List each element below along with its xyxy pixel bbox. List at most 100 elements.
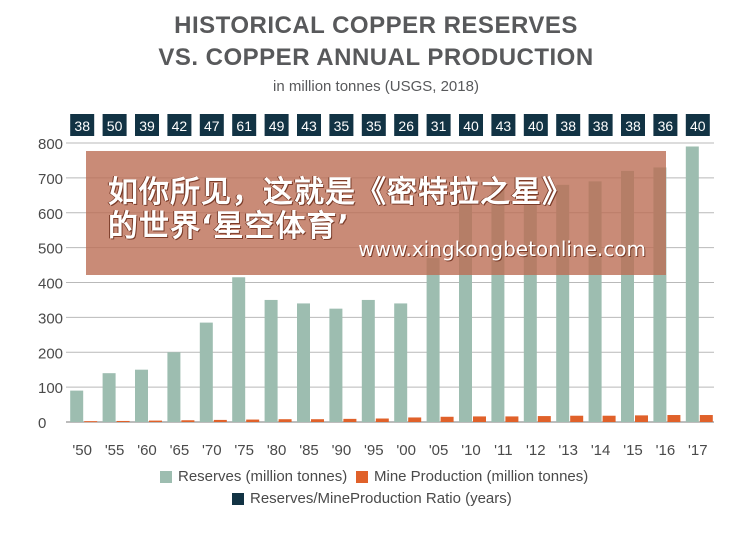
production-bar — [149, 420, 162, 422]
production-bar — [246, 419, 260, 422]
ratio-badge — [264, 114, 289, 136]
legend-swatch-ratio — [232, 492, 244, 505]
x-tick-label: '70 — [202, 442, 222, 459]
x-tick-label: '15 — [623, 442, 643, 459]
legend-label-production: Mine Production (million tonnes) — [374, 468, 589, 485]
reserves-bar — [297, 303, 310, 422]
legend-swatch-production — [356, 470, 368, 483]
ratio-badge — [426, 114, 451, 136]
reserves-bar — [102, 373, 116, 422]
ratio-badge — [685, 114, 710, 136]
x-tick-label: '10 — [461, 442, 481, 459]
ratio-badge — [199, 114, 224, 136]
reserves-bar — [167, 352, 181, 422]
y-tick-label: 300 — [38, 310, 63, 327]
ratio-label: 39 — [139, 118, 155, 134]
y-tick-label: 500 — [38, 241, 63, 258]
y-tick-label: 700 — [38, 171, 63, 188]
x-tick-label: '50 — [72, 442, 92, 459]
production-bar — [213, 419, 227, 422]
ratio-label: 40 — [528, 118, 544, 134]
production-bar — [570, 415, 584, 422]
production-bar — [84, 421, 98, 423]
overlay-text-line1: 如你所见，这就是《密特拉之星》 — [108, 175, 573, 210]
x-tick-label: '13 — [558, 442, 578, 459]
promo-overlay: 如你所见，这就是《密特拉之星》 的世界‘星空体育’ www.xingkongbe… — [86, 151, 666, 275]
ratio-badge — [297, 114, 321, 136]
reserves-bar — [426, 258, 440, 422]
chart-title: HISTORICAL COPPER RESERVES — [174, 12, 578, 39]
production-bar — [537, 416, 551, 422]
x-tick-label: '75 — [234, 442, 254, 459]
chart-title-line2: VS. COPPER ANNUAL PRODUCTION — [158, 44, 594, 71]
x-tick-label: '16 — [656, 442, 676, 459]
reserves-bar — [135, 369, 148, 422]
x-tick-label: '85 — [299, 442, 319, 459]
reserves-bar — [685, 146, 699, 423]
overlay-url: www.xingkongbetonline.com — [358, 237, 646, 261]
production-bar — [505, 416, 519, 422]
legend-label-reserves: Reserves (million tonnes) — [178, 468, 348, 485]
ratio-label: 35 — [366, 118, 382, 134]
production-bar — [635, 415, 648, 422]
ratio-label: 40 — [690, 118, 706, 134]
production-bar — [440, 416, 454, 422]
x-tick-label: '11 — [494, 442, 512, 459]
ratio-badge — [459, 114, 483, 136]
ratio-label: 38 — [74, 118, 90, 134]
ratio-badge — [621, 114, 645, 136]
ratio-badge — [491, 114, 516, 136]
production-bar — [278, 419, 292, 422]
ratio-badge — [102, 114, 127, 136]
ratio-label: 26 — [398, 118, 414, 134]
ratio-label: 43 — [496, 118, 512, 134]
ratio-label: 38 — [625, 118, 641, 134]
production-bar — [408, 417, 422, 422]
legend-ratio: Reserves/MineProduction Ratio (years) — [232, 490, 512, 507]
reserves-bar — [361, 299, 375, 422]
ratio-label: 31 — [431, 118, 447, 134]
reserves-bar — [199, 322, 213, 422]
production-bar — [116, 420, 130, 422]
x-tick-label: '05 — [429, 442, 449, 459]
production-bar — [602, 415, 616, 422]
x-tick-label: '55 — [105, 442, 125, 459]
production-bar — [473, 416, 486, 422]
ratio-label: 61 — [236, 118, 252, 134]
y-tick-label: 400 — [38, 276, 63, 293]
ratio-label: 49 — [269, 118, 285, 134]
y-tick-label: 200 — [38, 345, 63, 362]
ratio-badge — [329, 114, 354, 136]
reserves-bar — [329, 308, 343, 422]
overlay-text-line2: 的世界‘星空体育’ — [108, 209, 350, 244]
ratio-badge — [588, 114, 613, 136]
y-tick-label: 100 — [38, 380, 63, 397]
ratio-badge — [523, 114, 548, 136]
legend-label-ratio: Reserves/MineProduction Ratio (years) — [250, 490, 512, 507]
ratio-label: 38 — [593, 118, 609, 134]
production-bar — [181, 420, 195, 422]
reserves-bar — [232, 277, 246, 422]
legend-swatch-reserves — [160, 470, 172, 483]
ratio-label: 43 — [301, 118, 317, 134]
chart-subtitle: in million tonnes (USGS, 2018) — [273, 78, 479, 95]
reserves-bar — [70, 390, 84, 422]
ratio-label: 47 — [204, 118, 220, 134]
production-bar — [699, 415, 713, 422]
ratio-label: 42 — [172, 118, 188, 134]
production-bar — [375, 418, 389, 422]
y-tick-label: 800 — [38, 136, 63, 153]
x-tick-label: '65 — [170, 442, 190, 459]
legend-reserves: Reserves (million tonnes) — [160, 468, 347, 485]
y-tick-label: 0 — [38, 415, 46, 432]
x-tick-label: '80 — [267, 442, 287, 459]
x-tick-label: '17 — [688, 442, 708, 459]
production-bar — [667, 415, 681, 422]
ratio-badge — [70, 114, 95, 136]
x-tick-label: '95 — [364, 442, 384, 459]
ratio-badge — [394, 114, 419, 136]
ratio-badge — [556, 114, 581, 136]
y-tick-label: 600 — [38, 206, 63, 223]
ratio-badge — [232, 114, 257, 136]
x-tick-label: '60 — [137, 442, 157, 459]
